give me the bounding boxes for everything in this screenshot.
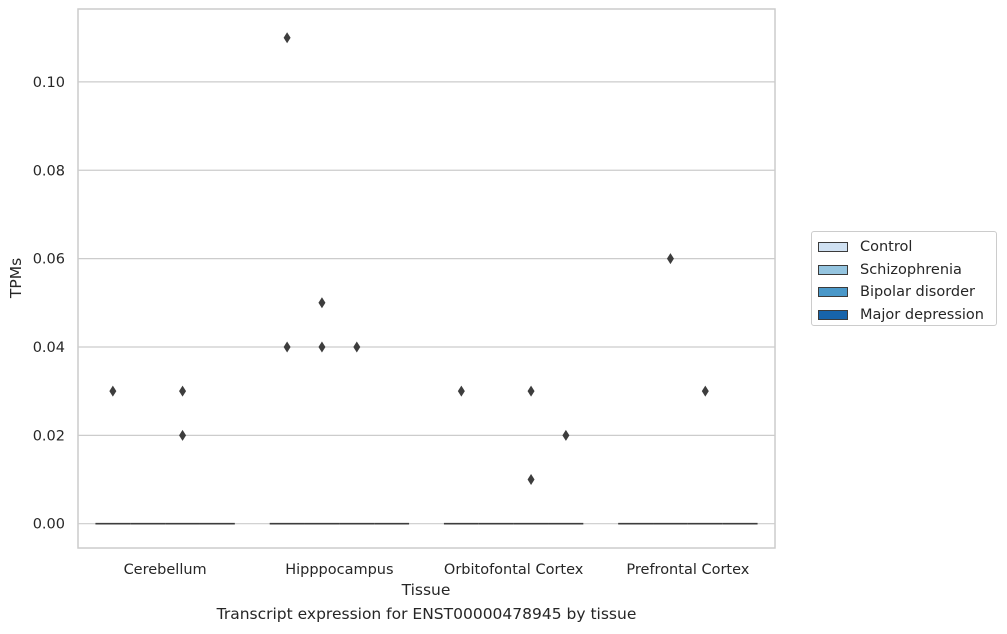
legend-swatch: [818, 264, 848, 275]
x-tick-label: Prefrontal Cortex: [626, 562, 749, 578]
outlier-point: [283, 32, 291, 44]
legend-item: Schizophrenia: [818, 259, 996, 282]
y-tick-label: 0.06: [33, 252, 65, 268]
y-tick-label: 0.00: [33, 517, 65, 533]
x-tick-label: Orbitofontal Cortex: [444, 562, 584, 578]
outlier-point: [666, 253, 674, 265]
outlier-point: [527, 474, 535, 486]
outlier-point: [179, 429, 187, 441]
x-axis-title: Tissue: [401, 581, 451, 599]
y-tick-label: 0.08: [33, 163, 65, 179]
x-tick-labels: Cerebellum Hipppocampus Orbitofontal Corte…: [124, 562, 750, 578]
outlier-point: [701, 385, 709, 397]
legend-swatch: [818, 242, 848, 253]
outlier-point: [283, 341, 291, 353]
y-axis-title: TPMs: [7, 258, 25, 299]
outlier-points: [109, 32, 709, 486]
outlier-point: [318, 341, 326, 353]
legend-label: Major depression: [860, 306, 984, 323]
plot-area-frame: [77, 8, 776, 549]
outlier-point: [562, 429, 570, 441]
chart-caption: Transcript expression for ENST0000047894…: [216, 605, 637, 623]
outlier-point: [457, 385, 465, 397]
legend-label: Bipolar disorder: [860, 284, 975, 301]
outlier-point: [353, 341, 361, 353]
legend-swatch: [818, 287, 848, 298]
grid-lines: [78, 81, 775, 525]
outlier-point: [179, 385, 187, 397]
legend-label: Schizophrenia: [860, 261, 962, 278]
x-tick-label: Hipppocampus: [285, 562, 393, 578]
y-tick-label: 0.10: [33, 75, 65, 91]
y-tick-label: 0.02: [33, 428, 65, 444]
legend-item: Control: [818, 236, 996, 259]
legend-label: Control: [860, 239, 913, 256]
legend: Control Schizophrenia Bipolar disorder Majo…: [811, 231, 997, 326]
outlier-point: [318, 297, 326, 309]
x-tick-label: Cerebellum: [124, 562, 207, 578]
legend-swatch: [818, 309, 848, 320]
y-tick-label: 0.04: [33, 340, 65, 356]
legend-item: Major depression: [818, 304, 996, 327]
outlier-point: [109, 385, 117, 397]
legend-item: Bipolar disorder: [818, 281, 996, 304]
y-tick-labels: 0.00 0.02 0.04 0.06 0.08 0.10: [33, 75, 65, 533]
outlier-point: [527, 385, 535, 397]
